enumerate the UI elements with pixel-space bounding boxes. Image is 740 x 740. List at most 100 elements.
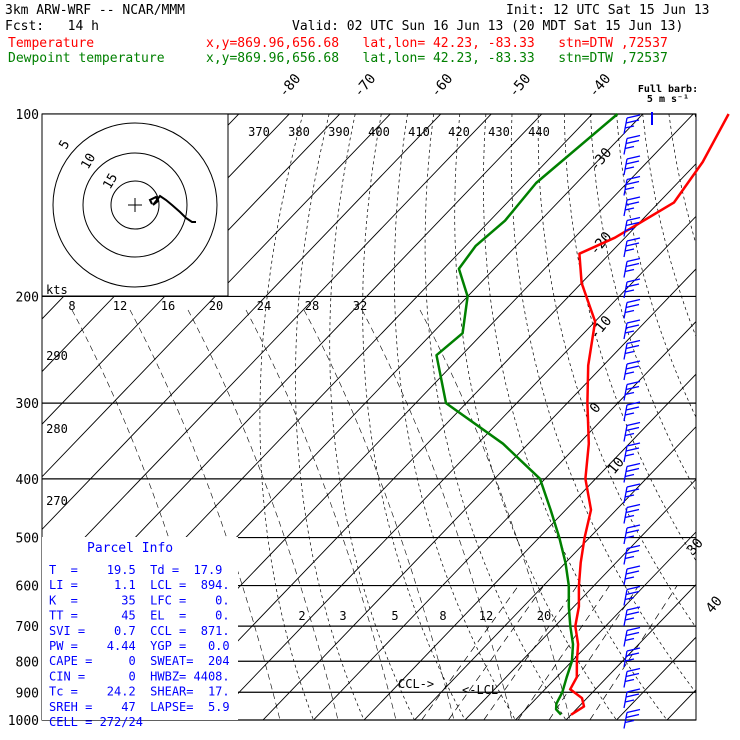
- wind-barb: [623, 404, 628, 422]
- wind-barb: [623, 527, 628, 545]
- parcel-row: Tc = 24.2 SHEAR= 17.: [49, 685, 230, 699]
- moist-adiabat-line: [245, 309, 397, 720]
- theta-tick-label: 290: [46, 349, 68, 363]
- wind-barb: [624, 330, 635, 334]
- wind-barb: [623, 138, 628, 155]
- wind-barb: [625, 119, 640, 124]
- mixing-ratio-tick-label: 3: [339, 609, 346, 623]
- wind-barb: [626, 196, 641, 201]
- wind-barb: [626, 401, 641, 406]
- isotherm-line: [413, 426, 696, 720]
- moist-adiabat-line: [187, 309, 339, 720]
- temperature-legend: Temperature: [8, 36, 95, 51]
- wind-barb: [623, 650, 628, 668]
- ccl-annotation: CCL->: [398, 677, 434, 691]
- isotherm-line: [42, 114, 492, 583]
- wind-barb: [625, 652, 640, 657]
- isotherm-tick-label: -50: [506, 71, 535, 101]
- isotherm-line: [666, 689, 696, 720]
- wind-barb: [623, 302, 628, 319]
- mixing-ratio-tick-label: 32: [353, 299, 367, 313]
- wind-barb: [624, 535, 635, 539]
- barb-scale-label: 5 m s⁻¹: [647, 94, 689, 105]
- isotherm-line: [312, 320, 696, 720]
- isotherm-tick-label: -40: [586, 71, 615, 101]
- pressure-tick-label: 200: [16, 290, 39, 305]
- mixing-ratio-tick-label: 8: [68, 299, 75, 313]
- wind-barb: [624, 268, 635, 273]
- moist-adiabat-line: [361, 309, 513, 720]
- mixing-ratio-line: [517, 585, 610, 720]
- wind-barb: [623, 199, 628, 217]
- wind-barb: [625, 611, 640, 616]
- wind-barb: [626, 298, 641, 304]
- wind-barb: [625, 139, 640, 145]
- parcel-title: Parcel Info: [87, 541, 173, 556]
- wind-barb: [626, 134, 641, 140]
- isotherm-tick-label: -30: [587, 145, 616, 175]
- wind-barb: [625, 488, 640, 493]
- temperature-location: x,y=869.96,656.68 lat,lon= 42.23, -83.33…: [206, 36, 668, 51]
- isotherm-tick-label: -80: [276, 71, 305, 101]
- wind-barb: [624, 145, 635, 150]
- wind-barb: [624, 289, 635, 293]
- dry-adiabat-line: [454, 114, 617, 720]
- wind-barb: [623, 548, 628, 565]
- wind-barb: [623, 568, 628, 586]
- dry-adiabat-line: [537, 114, 696, 629]
- wind-barb: [624, 207, 635, 211]
- pressure-tick-label: 700: [16, 620, 39, 635]
- isotherm-line: [211, 215, 696, 720]
- mixing-ratio-tick-label: 5: [391, 609, 398, 623]
- barb-scale-label: Full barb:: [638, 84, 698, 95]
- wind-barb: [625, 467, 640, 473]
- wind-barb: [626, 708, 641, 714]
- parcel-row: LI = 1.1 LCL = 894.: [49, 578, 230, 592]
- pressure-tick-label: 900: [16, 686, 39, 701]
- wind-barb: [625, 242, 640, 247]
- mixing-ratio-tick-label: 20: [537, 609, 551, 623]
- hodograph: 5 10 15 kts: [41, 113, 229, 297]
- wind-barb: [623, 671, 628, 688]
- parcel-row: CELL = 272/24: [49, 715, 143, 729]
- profile-line: [568, 113, 730, 716]
- mixing-ratio-line: [483, 585, 578, 720]
- wind-barb: [626, 626, 641, 632]
- mixing-ratio-tick-label: 2: [298, 609, 305, 623]
- pressure-tick-label: 100: [16, 108, 39, 123]
- wind-barb: [626, 606, 641, 611]
- hodo-units-label: kts: [46, 283, 68, 297]
- wind-barb: [625, 283, 640, 288]
- isotherm-line: [42, 114, 391, 478]
- wind-barb: [625, 713, 640, 719]
- wind-barb: [625, 385, 640, 391]
- theta-tick-label: 280: [46, 422, 68, 436]
- wind-barb: [623, 589, 628, 606]
- wind-barb: [626, 380, 641, 386]
- wind-barb: [625, 303, 640, 309]
- wind-barb: [625, 693, 640, 698]
- mixing-ratio-tick-label: 20: [209, 299, 223, 313]
- wind-barb: [625, 180, 640, 186]
- background-lines: [42, 101, 740, 733]
- wind-barb: [623, 425, 628, 442]
- parcel-row: TT = 45 EL = 0.: [49, 609, 230, 623]
- mixing-ratio-tick-label: 8: [439, 609, 446, 623]
- wind-barb: [623, 117, 628, 135]
- wind-barb: [626, 544, 641, 550]
- wind-barb: [626, 667, 641, 673]
- wind-barb: [624, 248, 635, 252]
- dry-adiabat-line: [329, 114, 415, 720]
- dry-adiabat-line: [424, 114, 567, 720]
- wind-barb: [624, 596, 635, 601]
- wind-barb: [624, 227, 635, 232]
- dry-adiabat-line: [483, 114, 668, 720]
- wind-barb: [626, 155, 641, 160]
- wind-barb: [623, 220, 628, 237]
- wind-barb: [625, 426, 640, 432]
- dry-adiabat-line: [694, 114, 696, 122]
- isotherm-line: [363, 373, 696, 720]
- isotherm-line: [705, 101, 740, 733]
- wind-barb: [625, 570, 640, 575]
